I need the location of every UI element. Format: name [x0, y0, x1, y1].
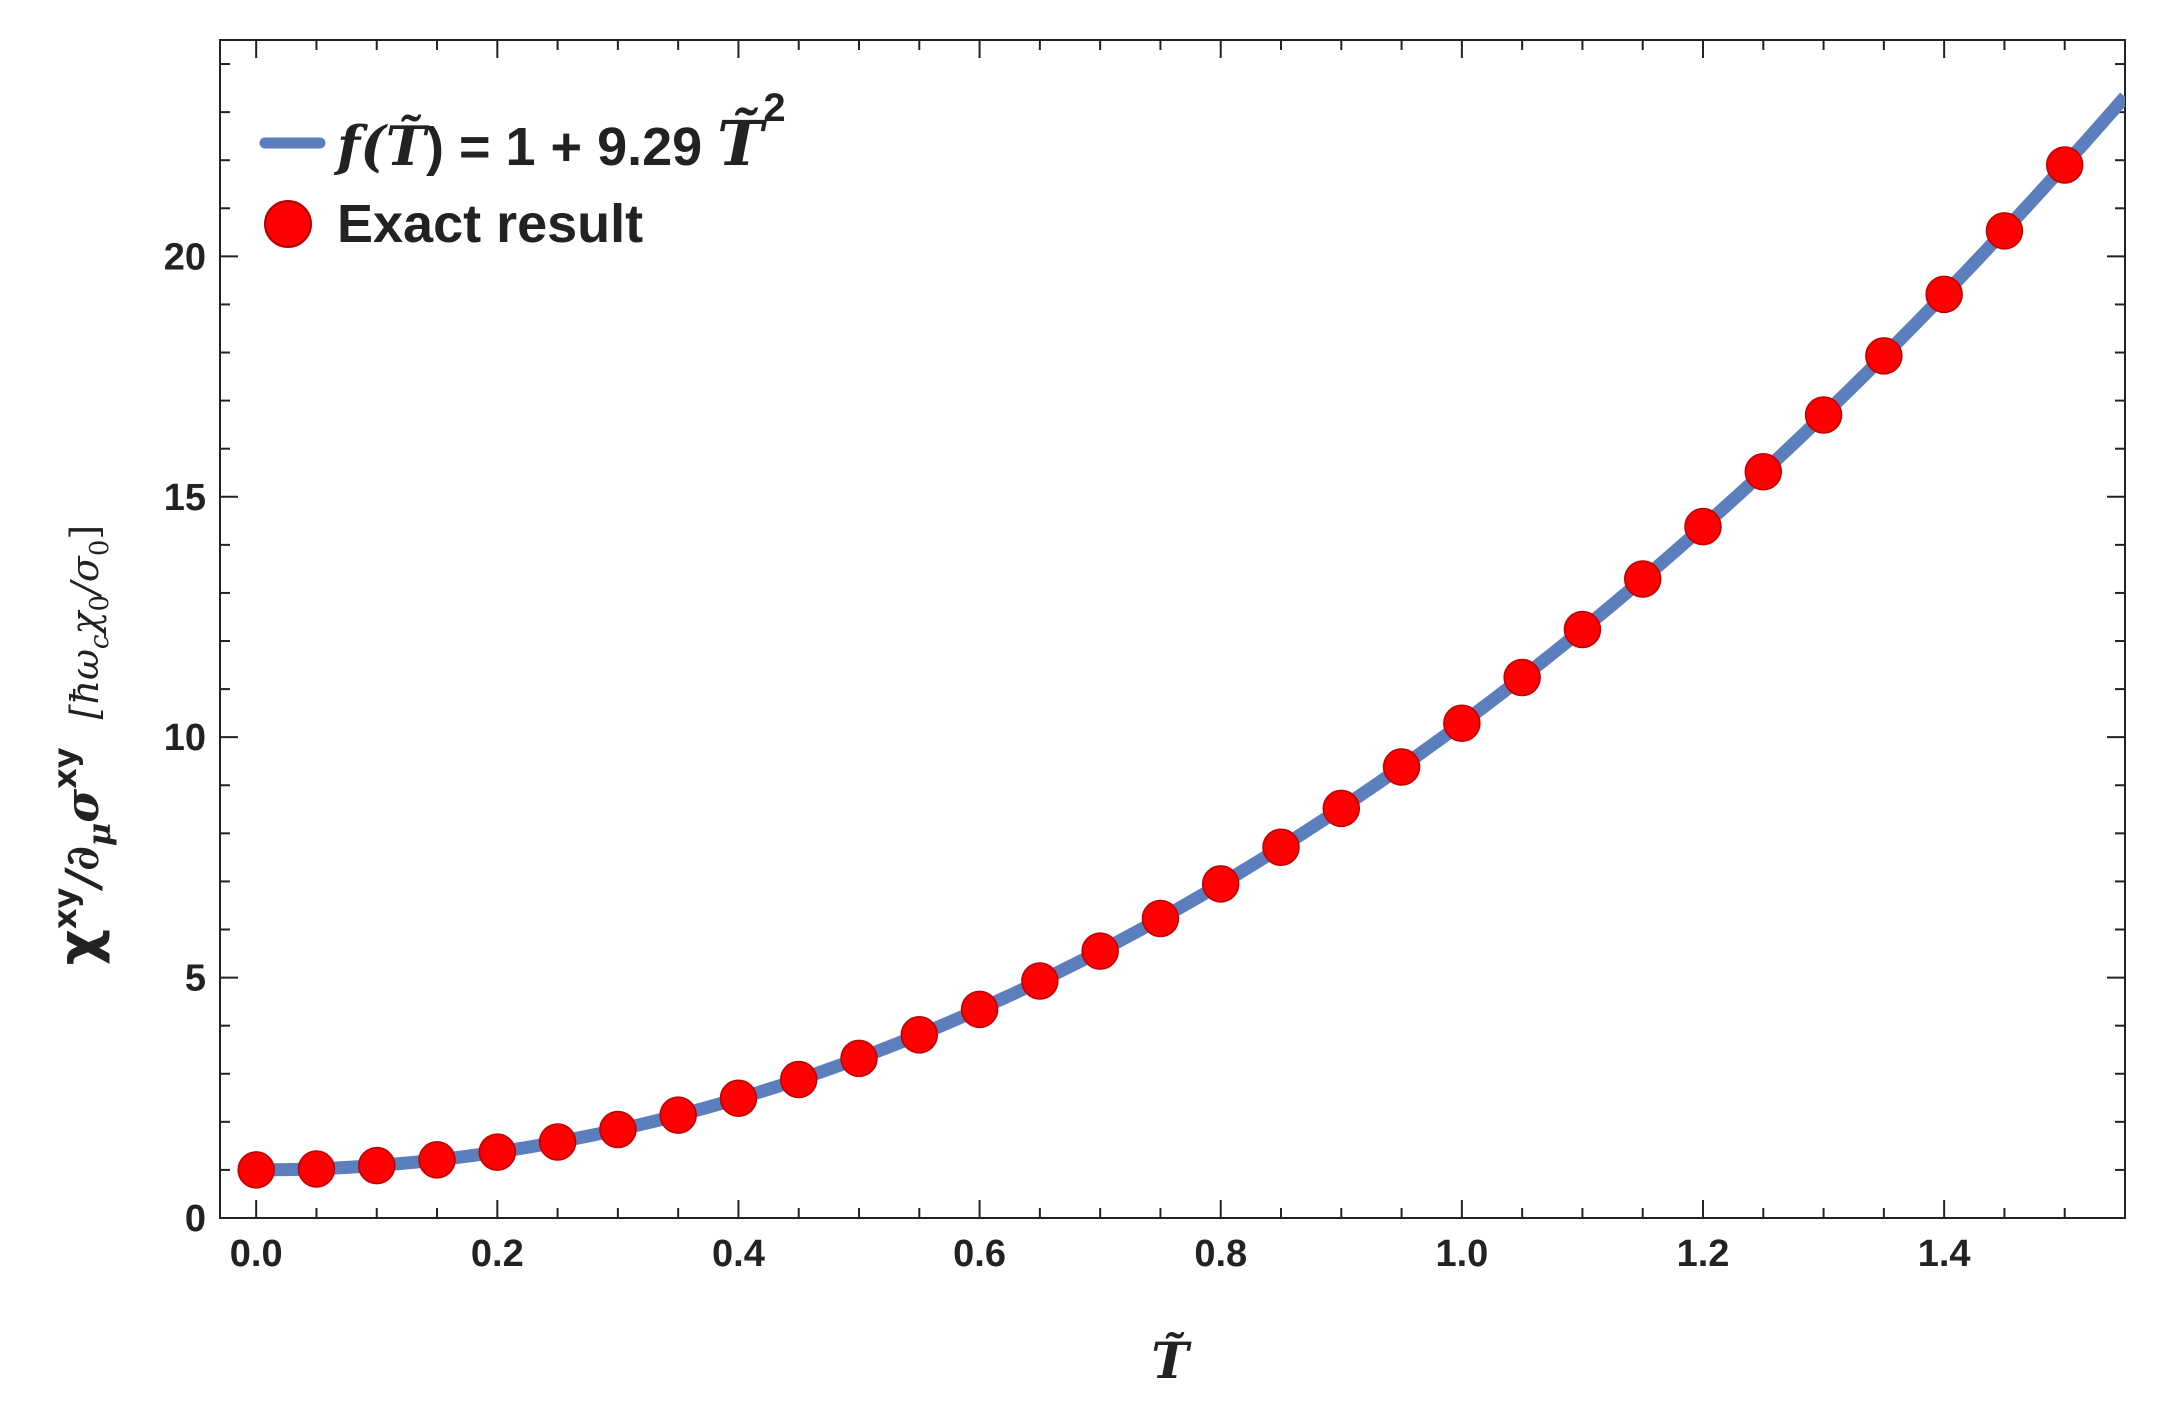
exact-result-point: [1925, 275, 1963, 314]
exact-result-point: [1623, 560, 1662, 598]
legend: f(T̃) = 1 + 9.29 T̃2 Exact result: [259, 86, 786, 254]
y-axis-label: χxy/∂μσxy[ħωcχ0/σ0]: [46, 525, 118, 965]
y-tick-label: 5: [185, 958, 206, 1000]
exact-result-point: [1141, 899, 1180, 938]
exact-result-points: [237, 146, 2084, 1189]
legend-marker-swatch: [264, 200, 312, 248]
axis-ticks: [220, 40, 2126, 1219]
exact-result-point: [478, 1133, 517, 1171]
legend-line-label: f(T̃) = 1 + 9.29 T̃2: [333, 86, 786, 180]
y-tick-label: 10: [164, 717, 206, 759]
x-tick-label: 0.4: [712, 1233, 765, 1275]
exact-result-point: [237, 1151, 275, 1189]
y-tick-label: 20: [164, 236, 206, 278]
exact-result-point: [2045, 146, 2084, 184]
exact-result-point: [1081, 932, 1119, 970]
exact-result-point: [1503, 658, 1541, 697]
y-tick-label: 0: [185, 1198, 206, 1240]
exact-result-point: [1684, 507, 1722, 546]
x-tick-label: 1.2: [1677, 1233, 1730, 1275]
x-axis-label: T̃: [1151, 1331, 1192, 1390]
fit-curve-line: [256, 92, 2125, 1177]
fit-curve-layer: [256, 92, 2125, 1177]
y-tick-label: 15: [164, 477, 206, 519]
y-tick-labels: 0 5 10 15 20: [164, 236, 206, 1240]
x-tick-labels: 0.0 0.2 0.4 0.6 0.8 1.0 1.2 1.4: [230, 1233, 1971, 1275]
exact-result-point: [840, 1039, 878, 1078]
x-tick-label: 0.6: [953, 1233, 1006, 1275]
x-tick-label: 0.0: [230, 1233, 283, 1275]
exact-result-point: [1804, 396, 1843, 434]
exact-result-point: [1443, 704, 1481, 742]
exact-result-point: [297, 1150, 336, 1188]
exact-result-point: [1744, 453, 1783, 491]
plot-area-border: [219, 39, 2126, 1219]
exact-result-point: [1865, 337, 1903, 375]
exact-result-point: [1262, 828, 1300, 867]
exact-result-point: [659, 1096, 697, 1134]
exact-result-point: [1201, 865, 1240, 903]
exact-result-point: [1322, 789, 1361, 828]
x-tick-label: 1.0: [1435, 1233, 1488, 1275]
exact-result-point: [1382, 748, 1421, 786]
exact-result-point: [599, 1110, 637, 1149]
exact-result-point: [1021, 962, 1059, 1000]
exact-result-point: [357, 1146, 396, 1185]
exact-result-point: [960, 990, 999, 1029]
x-tick-label: 0.8: [1194, 1233, 1247, 1275]
exact-result-point: [418, 1141, 456, 1179]
exact-result-point: [779, 1060, 818, 1099]
x-tick-label: 0.2: [471, 1233, 524, 1275]
plot-frame: [219, 39, 2126, 1219]
exact-result-point: [1985, 212, 2024, 250]
exact-result-point: [1563, 610, 1602, 649]
x-tick-label: 1.4: [1918, 1233, 1971, 1275]
legend-scatter-label: Exact result: [337, 194, 643, 254]
exact-result-point: [900, 1016, 939, 1054]
exact-result-point: [719, 1079, 758, 1118]
exact-result-point: [538, 1123, 577, 1161]
